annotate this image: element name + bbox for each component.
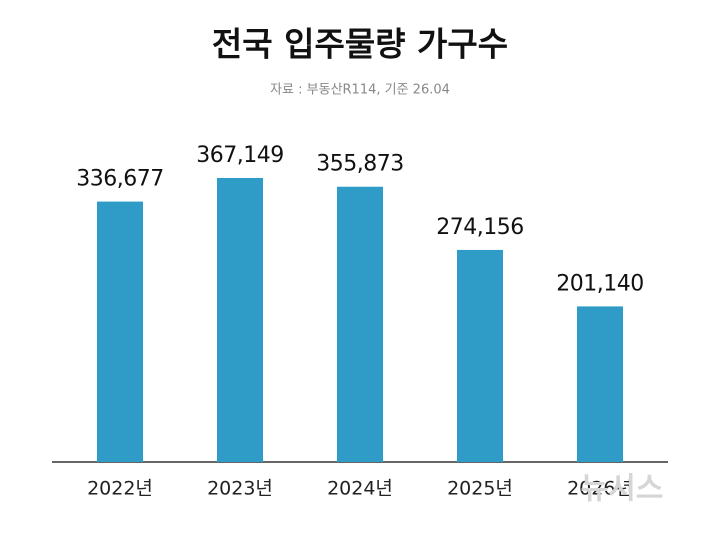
chart-title: 전국 입주물량 가구수 [212,25,508,64]
value-label: 336,677 [76,167,163,192]
bar [337,186,383,463]
bar [577,306,623,462]
value-label: 355,873 [316,152,403,177]
watermark: 뉴시스 [581,472,664,507]
x-tick-label: 2024년 [327,478,393,500]
x-tick-label: 2022년 [87,478,153,500]
x-tick-label: 2026년 [567,478,633,500]
value-label: 274,156 [436,215,523,240]
x-tick-label: 2023년 [207,478,273,500]
value-label: 201,140 [556,271,643,296]
value-label: 367,149 [196,143,283,168]
bar [97,201,143,463]
bar [457,249,503,462]
x-tick-label: 2025년 [447,478,513,500]
chart-subtitle: 자료 : 부동산R114, 기준 26.04 [270,83,450,98]
bar [217,178,263,462]
